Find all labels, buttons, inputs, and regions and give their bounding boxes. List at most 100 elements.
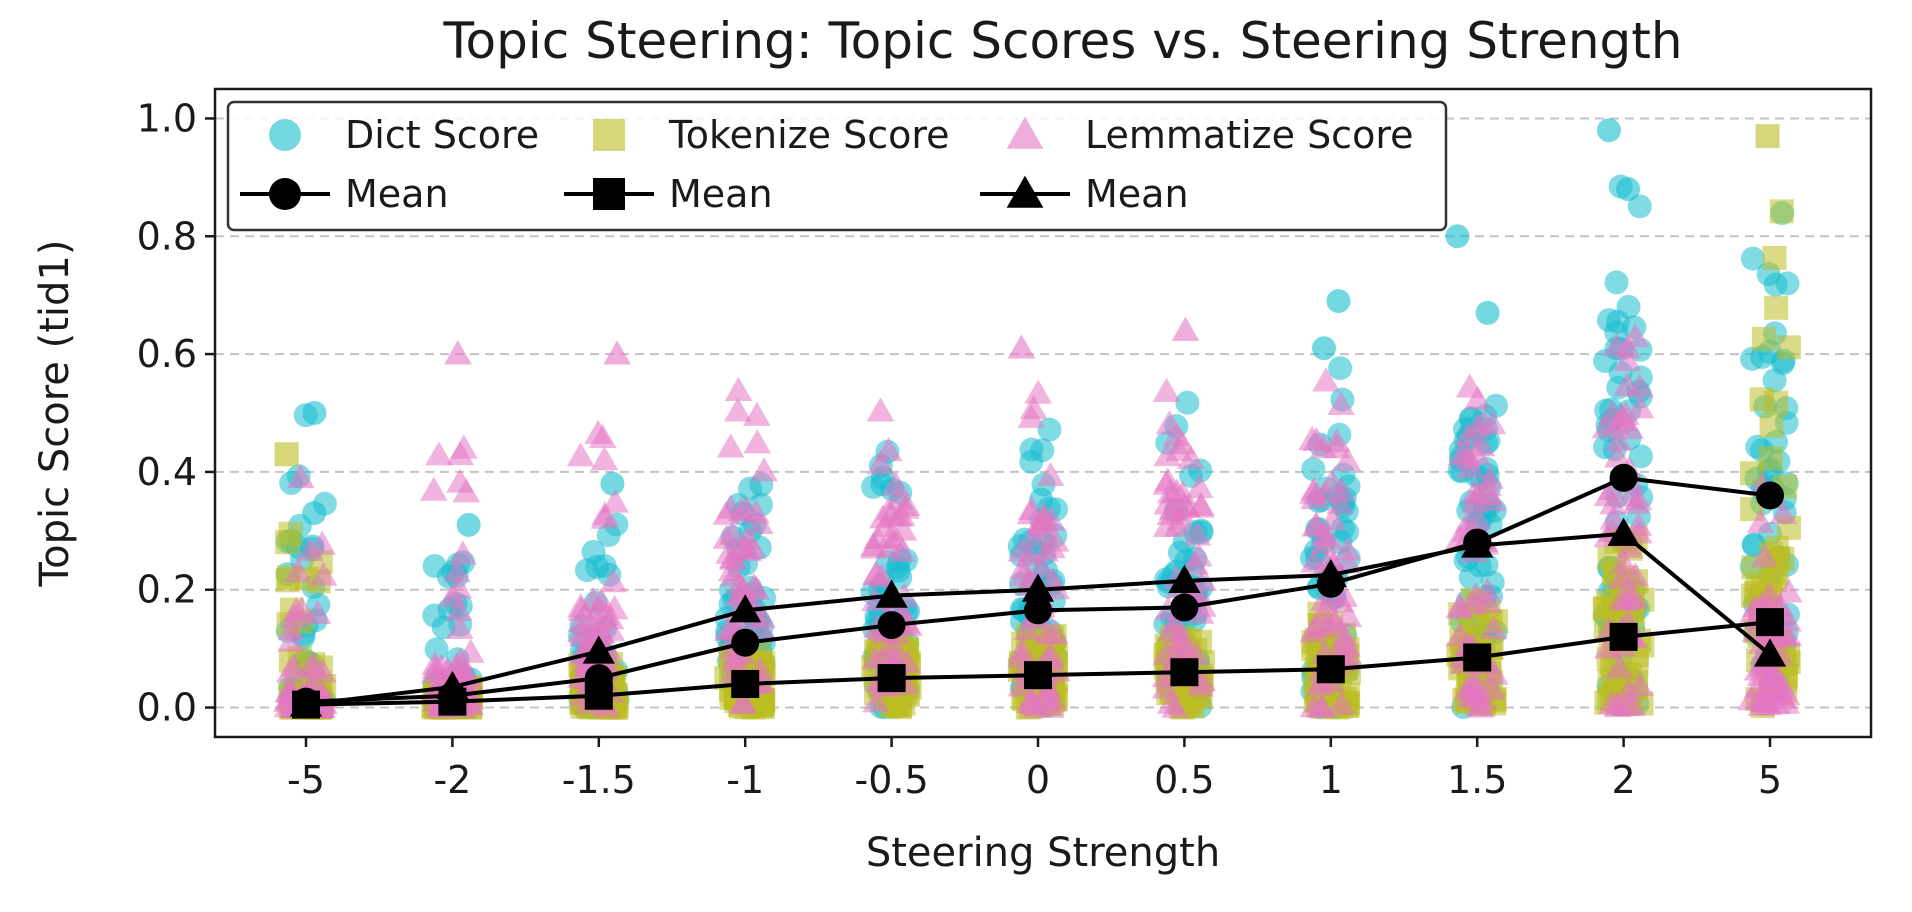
legend-label: Dict Score <box>345 113 539 157</box>
scatter-point-outlier <box>1596 118 1621 143</box>
scatter-point <box>1016 689 1044 714</box>
mean-point <box>1753 638 1787 667</box>
mean-lines-layer <box>289 463 1787 719</box>
x-tick-label: 5 <box>1758 758 1782 802</box>
scatter-point-outlier <box>1326 289 1351 314</box>
scatter-point <box>1740 246 1765 271</box>
scatter-point <box>724 376 753 401</box>
scatter-point-outlier <box>1007 334 1036 359</box>
mean-point <box>289 688 323 717</box>
scatter-point <box>1769 499 1798 524</box>
scatter-point <box>579 587 607 612</box>
legend-mean-marker <box>1006 175 1044 208</box>
scatter-point-outlier <box>1311 336 1336 361</box>
scatter-point <box>599 568 628 593</box>
scatter-point <box>1625 672 1654 697</box>
scatter-point <box>1604 270 1629 295</box>
scatter-point <box>1764 295 1789 320</box>
mean-point <box>1756 481 1784 510</box>
legend-mean-label: Mean <box>345 172 449 216</box>
scatter-point <box>1775 578 1803 603</box>
mean-point <box>731 669 760 698</box>
scatter-point <box>1476 464 1504 489</box>
scatter-point <box>1323 428 1351 453</box>
scatter-point <box>421 651 449 676</box>
scatter-point <box>308 530 336 555</box>
mean-point <box>877 664 906 693</box>
legend-swatch <box>593 119 625 151</box>
scatter-point-outlier <box>1755 124 1780 149</box>
mean-point <box>1609 463 1638 492</box>
x-tick-label: -1.5 <box>562 758 636 802</box>
scatter-point <box>1762 368 1787 393</box>
scatter-point <box>1479 614 1508 640</box>
scatter-point <box>1181 550 1209 575</box>
x-tick-label: -1 <box>726 758 764 802</box>
scatter-point <box>881 471 910 496</box>
x-tick-label: -2 <box>433 758 471 802</box>
scatter-point <box>1769 199 1794 224</box>
scatter-point <box>590 446 619 471</box>
scatter-point <box>287 596 316 621</box>
x-tick-label: 0 <box>1026 758 1050 802</box>
scatter-point <box>277 627 305 652</box>
scatter-point <box>442 656 471 682</box>
scatter-point <box>1024 379 1053 404</box>
scatter-point <box>1167 540 1192 565</box>
scatter-point <box>276 658 304 683</box>
scatter-point <box>716 433 745 458</box>
scatter-point-outlier <box>600 471 625 496</box>
mean-point <box>1170 593 1199 622</box>
scatter-point <box>866 450 895 475</box>
scatter-point <box>1605 654 1634 679</box>
scatter-point <box>1152 377 1181 402</box>
scatter-point <box>1008 636 1036 661</box>
mean-point <box>436 670 469 700</box>
scatter-point <box>1613 371 1641 397</box>
scatter-point <box>1166 497 1194 522</box>
scatter-point <box>1175 390 1200 415</box>
scatter-point <box>1762 245 1787 270</box>
mean-point <box>1461 529 1494 558</box>
scatter-point <box>1327 690 1356 715</box>
scatter-point <box>1330 582 1359 607</box>
legend-swatch <box>1006 116 1044 149</box>
scatter-point <box>1027 553 1056 578</box>
x-tick-label: -0.5 <box>855 758 929 802</box>
scatter-point-outlier <box>1445 224 1470 249</box>
scatter-point <box>590 504 619 529</box>
scatter-point <box>750 457 778 482</box>
scatter-point <box>1599 505 1628 530</box>
scatter-point <box>1455 373 1484 398</box>
scatter-point <box>452 478 481 503</box>
scatter-point <box>1328 356 1353 381</box>
mean-point <box>1609 622 1638 651</box>
scatter-point <box>1478 486 1507 511</box>
scatter-point <box>1310 586 1338 611</box>
y-tick-label: 1.0 <box>137 96 197 140</box>
scatter-point <box>743 429 772 454</box>
mean-point <box>1463 643 1492 672</box>
scatter-point <box>1473 577 1502 602</box>
scatter-point <box>1152 512 1181 538</box>
scatter-point <box>1458 565 1483 590</box>
legend-mean-label: Mean <box>1085 172 1189 216</box>
y-tick-label: 0.8 <box>137 214 197 258</box>
legend-mean-marker <box>593 178 625 210</box>
scatter-point <box>862 560 891 585</box>
scatter-point <box>1036 462 1065 487</box>
scatter-point <box>1019 394 1048 420</box>
scatter-point-outlier <box>286 464 315 489</box>
scatter-point <box>875 533 904 558</box>
scatter-point <box>296 536 324 562</box>
x-axis-label: Steering Strength <box>866 830 1220 876</box>
scatter-point <box>724 397 752 422</box>
scatter-point <box>1614 678 1643 703</box>
legend-mean-marker <box>269 178 301 210</box>
scatter-point <box>601 488 629 513</box>
scatter-point <box>1300 548 1328 573</box>
scatter-point <box>1463 413 1492 438</box>
scatter-point <box>444 574 473 599</box>
